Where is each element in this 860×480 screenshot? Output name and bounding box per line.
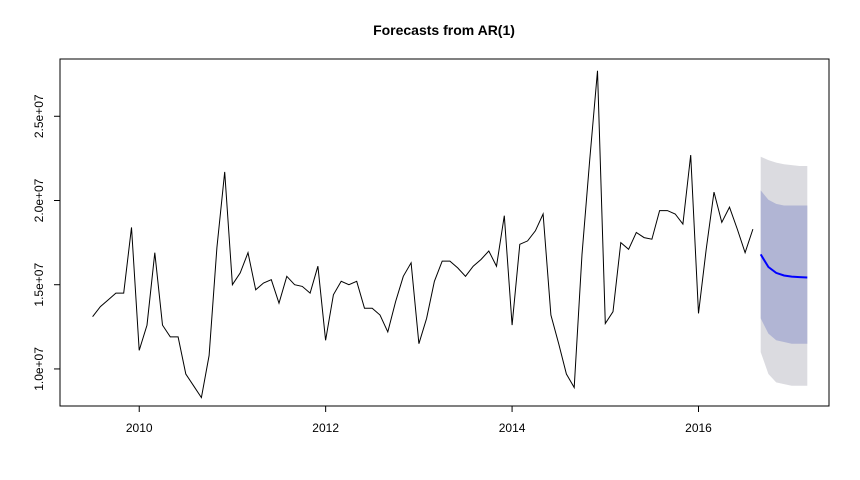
band-80-layer — [760, 190, 808, 344]
y-axis: 1.0e+07 1.5e+07 2.0e+07 2.5e+07 — [32, 94, 61, 391]
series-layer — [92, 70, 808, 399]
observed-series-line — [92, 70, 754, 399]
y-tick-label: 1.0e+07 — [32, 347, 46, 391]
y-tick-label: 1.5e+07 — [32, 263, 46, 307]
x-tick-label: 2014 — [499, 421, 526, 435]
x-tick-label: 2016 — [685, 421, 712, 435]
chart-title: Forecasts from AR(1) — [373, 22, 515, 38]
plot-frame — [59, 58, 830, 407]
prediction-band-80 — [760, 190, 808, 344]
y-tick-label: 2.5e+07 — [32, 94, 46, 138]
x-axis: 2010 2012 2014 2016 — [126, 405, 712, 435]
x-tick-label: 2012 — [312, 421, 339, 435]
y-tick-label: 2.0e+07 — [32, 178, 46, 222]
forecast-mean-line — [759, 253, 808, 279]
x-tick-label: 2010 — [126, 421, 153, 435]
